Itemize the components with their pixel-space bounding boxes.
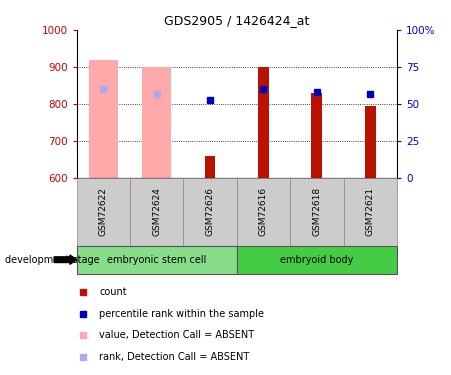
Text: embryoid body: embryoid body xyxy=(280,255,354,265)
Text: development stage: development stage xyxy=(5,255,99,265)
Bar xyxy=(77,178,130,246)
Text: GSM72618: GSM72618 xyxy=(313,188,321,237)
Bar xyxy=(130,178,184,246)
Text: count: count xyxy=(99,287,127,297)
Text: value, Detection Call = ABSENT: value, Detection Call = ABSENT xyxy=(99,330,254,340)
Text: GSM72626: GSM72626 xyxy=(206,188,215,236)
Bar xyxy=(344,178,397,246)
Text: rank, Detection Call = ABSENT: rank, Detection Call = ABSENT xyxy=(99,352,249,362)
Text: GSM72621: GSM72621 xyxy=(366,188,375,236)
Title: GDS2905 / 1426424_at: GDS2905 / 1426424_at xyxy=(164,15,309,27)
Text: embryonic stem cell: embryonic stem cell xyxy=(107,255,207,265)
Bar xyxy=(237,178,290,246)
Text: GSM72624: GSM72624 xyxy=(152,188,161,236)
Text: percentile rank within the sample: percentile rank within the sample xyxy=(99,309,264,319)
Text: GSM72616: GSM72616 xyxy=(259,188,268,237)
Bar xyxy=(258,67,269,178)
Bar xyxy=(77,246,237,274)
Bar xyxy=(89,60,118,178)
Bar xyxy=(312,93,322,178)
Bar xyxy=(290,178,344,246)
Bar xyxy=(237,246,397,274)
Bar xyxy=(205,156,216,178)
Bar xyxy=(142,67,171,178)
Text: GSM72622: GSM72622 xyxy=(99,188,108,236)
Bar xyxy=(365,106,376,178)
Bar xyxy=(184,178,237,246)
